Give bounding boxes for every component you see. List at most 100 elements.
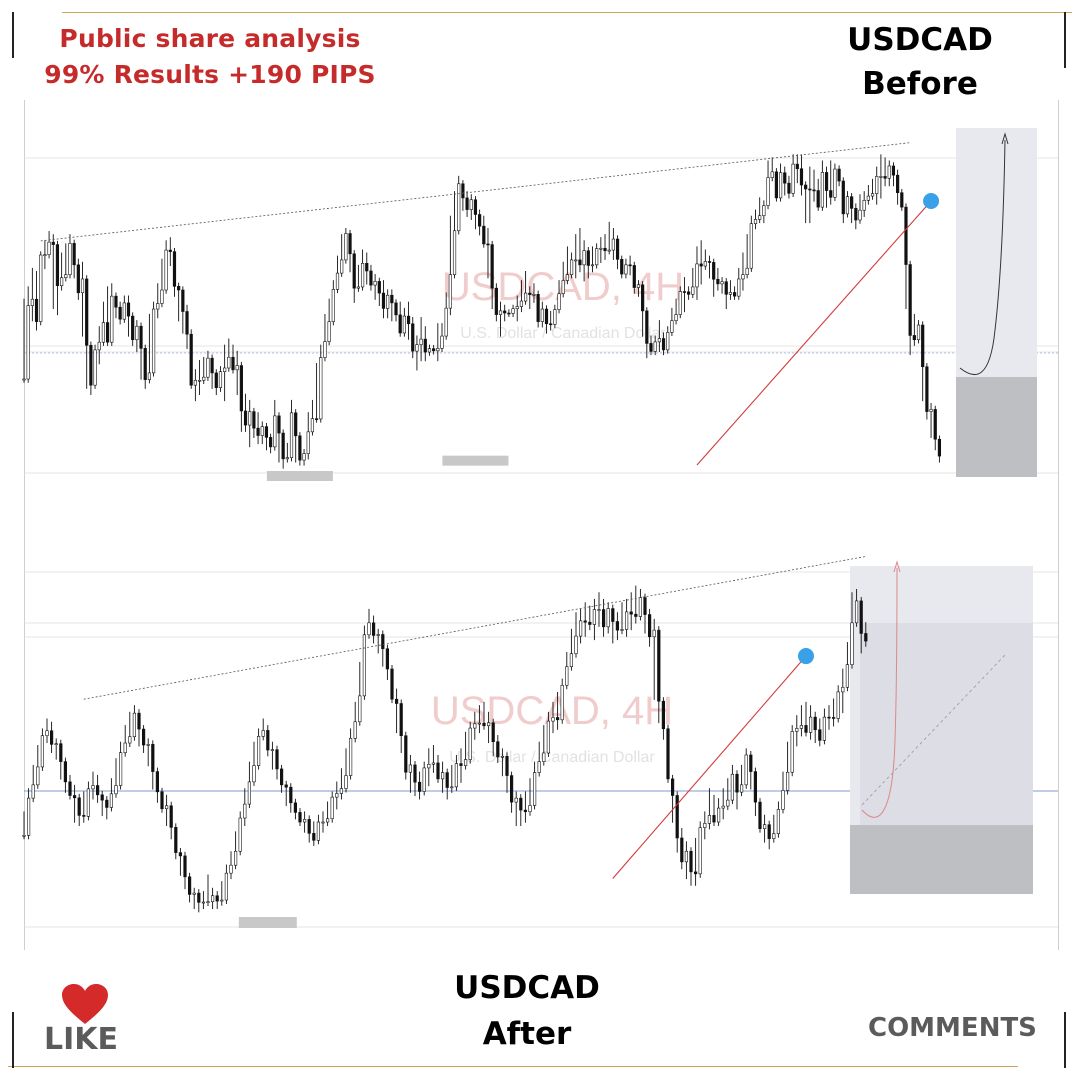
candle [661, 338, 666, 351]
candle [321, 821, 325, 824]
candle [445, 772, 449, 788]
candle [588, 621, 592, 625]
candle [239, 365, 243, 412]
candle [413, 764, 417, 783]
candle [316, 821, 321, 841]
candle [808, 716, 813, 733]
candle [491, 722, 495, 742]
candle [76, 264, 80, 294]
candle [791, 163, 795, 194]
candle [206, 357, 210, 378]
candle [641, 284, 645, 312]
candle [174, 827, 178, 853]
candle [365, 263, 369, 272]
candle [674, 314, 678, 322]
candle [900, 192, 904, 208]
candle [54, 743, 58, 745]
path-dashed [861, 654, 1006, 806]
candle [394, 302, 398, 316]
candle [611, 608, 615, 622]
candle [519, 797, 523, 811]
candle [114, 785, 118, 795]
candle [762, 205, 766, 217]
candle [741, 274, 745, 280]
candle [767, 824, 771, 839]
candle [31, 784, 35, 799]
candle [373, 281, 377, 286]
candle [49, 730, 54, 745]
candle [744, 754, 748, 786]
candle [758, 215, 762, 220]
candle [260, 426, 264, 436]
candle [477, 722, 482, 725]
candle [862, 200, 866, 211]
candle [448, 274, 452, 309]
candle [841, 686, 845, 693]
candle [197, 892, 201, 903]
candle [169, 805, 173, 828]
candle [45, 730, 49, 737]
candle [168, 249, 172, 252]
candle [721, 805, 725, 809]
candle [80, 278, 85, 294]
candle [511, 308, 515, 314]
frame-edge-left [24, 100, 25, 950]
candle [781, 790, 785, 810]
candle [118, 306, 122, 320]
candle [22, 835, 26, 837]
candle [473, 199, 478, 215]
candle [753, 219, 758, 224]
candle [131, 315, 135, 341]
candle [55, 244, 60, 287]
candle [929, 409, 933, 412]
candle [344, 775, 348, 789]
candle [643, 597, 647, 615]
candle [193, 379, 197, 386]
candle [398, 314, 402, 334]
candle [528, 805, 532, 813]
candle [565, 666, 569, 686]
candle [181, 289, 185, 312]
candle [302, 453, 306, 461]
projection-path [959, 139, 1006, 376]
candle [645, 310, 649, 344]
candle [235, 365, 239, 371]
candle [833, 168, 837, 198]
candle [142, 728, 146, 746]
candle [523, 809, 527, 813]
candle [647, 614, 652, 638]
candle [227, 356, 231, 369]
resistance-trendline [83, 556, 866, 700]
candle [611, 238, 615, 251]
candle [137, 712, 141, 730]
candle [423, 338, 427, 353]
candle [415, 344, 419, 352]
candle [908, 264, 912, 336]
candle [269, 437, 273, 448]
candle [583, 620, 587, 623]
heart-icon[interactable] [62, 984, 108, 1026]
comments-button[interactable]: COMMENTS [868, 1013, 1037, 1043]
candle [408, 764, 413, 773]
candle [101, 322, 106, 343]
candle [912, 335, 916, 341]
candle [243, 410, 248, 426]
candle [836, 691, 840, 719]
candle [352, 253, 356, 289]
candle [557, 293, 561, 310]
candle [666, 332, 670, 351]
stop-zone [850, 825, 1033, 894]
candle [883, 176, 887, 179]
candle [215, 895, 219, 902]
frame-corner-tr [1064, 12, 1066, 68]
candle [185, 311, 189, 335]
watermark-subtitle: U.S. Dollar / Canadian Dollar [449, 749, 655, 766]
candle [795, 728, 799, 732]
candle [151, 308, 156, 374]
entry-point [798, 648, 814, 665]
like-button[interactable]: LIKE [44, 1022, 119, 1057]
candle [716, 278, 720, 285]
candle [223, 367, 227, 372]
candle [189, 333, 193, 386]
bottom-title-line-2: After [482, 1016, 572, 1052]
